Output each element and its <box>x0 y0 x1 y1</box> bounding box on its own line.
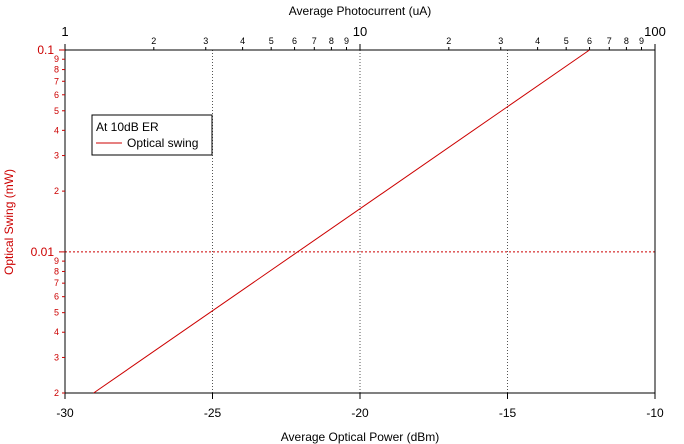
x-tick-label: -10 <box>646 406 664 420</box>
legend: At 10dB ER Optical swing <box>91 114 213 156</box>
y-minor-tick-label: 5 <box>54 106 59 116</box>
y-minor-tick-label: 6 <box>54 292 59 302</box>
top-axis-title: Average Photocurrent (uA) <box>289 4 432 18</box>
y-minor-tick-label: 6 <box>54 90 59 100</box>
x-axis: -30 -25 -20 -15 -10 <box>56 393 664 420</box>
y-minor-tick-label: 2 <box>54 186 59 196</box>
y-minor-tick-label: 7 <box>54 76 59 86</box>
top-minor-tick-label: 9 <box>639 36 644 46</box>
legend-box <box>91 114 213 156</box>
series-line-optical-swing <box>93 49 590 394</box>
top-minor-tick-label: 8 <box>624 36 629 46</box>
y-minor-tick-label: 8 <box>54 65 59 75</box>
y-minor-tick-label: 4 <box>54 125 59 135</box>
top-minor-tick-label: 5 <box>564 36 569 46</box>
top-minor-tick-label: 5 <box>269 36 274 46</box>
top-minor-tick-label: 6 <box>587 36 592 46</box>
y-minor-tick-label: 9 <box>54 256 59 266</box>
y-axis-title: Optical Swing (mW) <box>2 169 16 275</box>
y-minor-tick-label: 2 <box>54 388 59 398</box>
legend-entry-optical-swing: Optical swing <box>127 136 198 150</box>
y-major-tick-label: 0.1 <box>37 43 54 57</box>
top-minor-tick-label: 2 <box>151 36 156 46</box>
top-minor-tick-label: 6 <box>292 36 297 46</box>
series-layer <box>93 49 590 394</box>
top-minor-tick-label: 8 <box>329 36 334 46</box>
y-minor-tick-label: 3 <box>54 352 59 362</box>
top-major-tick-label: 1 <box>61 24 68 39</box>
x-tick-label: -25 <box>204 406 222 420</box>
top-minor-tick-label: 7 <box>312 36 317 46</box>
y-minor-tick-label: 3 <box>54 151 59 161</box>
top-minor-tick-label: 4 <box>240 36 245 46</box>
top-minor-tick-label: 3 <box>498 36 503 46</box>
top-minor-tick-label: 4 <box>535 36 540 46</box>
top-minor-tick-label: 9 <box>344 36 349 46</box>
top-minor-tick-label: 3 <box>203 36 208 46</box>
top-major-tick-label: 100 <box>644 24 666 39</box>
y-minor-tick-label: 4 <box>54 327 59 337</box>
y-minor-tick-label: 8 <box>54 266 59 276</box>
y-minor-tick-label: 5 <box>54 308 59 318</box>
top-minor-tick-label: 7 <box>607 36 612 46</box>
x-axis-title: Average Optical Power (dBm) <box>281 430 440 444</box>
y-minor-tick-label: 9 <box>54 54 59 64</box>
y-minor-tick-label: 7 <box>54 278 59 288</box>
y-major-tick-label: 0.01 <box>31 245 55 259</box>
x-tick-label: -15 <box>499 406 517 420</box>
top-minor-tick-label: 2 <box>446 36 451 46</box>
legend-title: At 10dB ER <box>96 120 159 134</box>
x-tick-label: -20 <box>351 406 369 420</box>
x-tick-label: -30 <box>56 406 74 420</box>
top-major-tick-label: 10 <box>353 24 367 39</box>
